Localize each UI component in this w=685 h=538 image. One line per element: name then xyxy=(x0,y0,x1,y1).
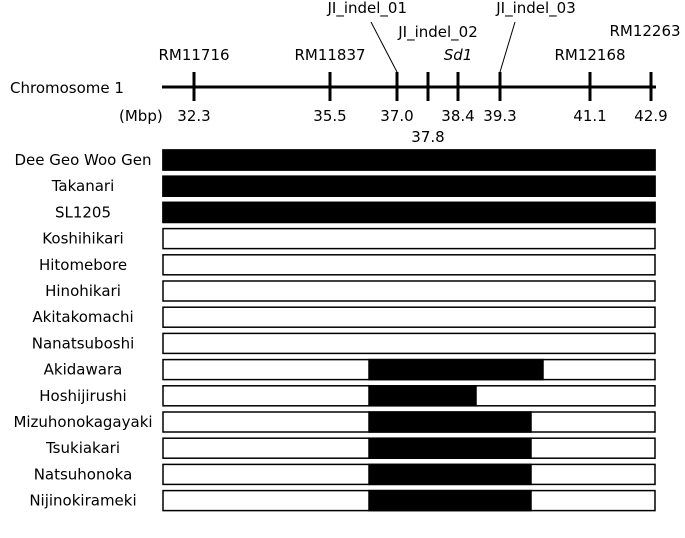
position-unit-label: (Mbp) xyxy=(119,107,163,125)
genotype-bar xyxy=(162,254,656,276)
variety-label: SL1205 xyxy=(55,203,111,221)
indica-segment xyxy=(368,385,477,407)
marker-label: JI_indel_02 xyxy=(397,23,478,42)
variety-label: Hinohikari xyxy=(45,282,121,300)
variety-label: Nanatsuboshi xyxy=(32,334,135,352)
marker-position-label: 35.5 xyxy=(313,107,346,125)
genotype-bar xyxy=(162,332,656,355)
indica-segment xyxy=(368,463,532,486)
variety-label: Nijinokirameki xyxy=(29,492,136,510)
variety-row: SL1205 xyxy=(55,201,656,224)
variety-row: Hinohikari xyxy=(45,280,656,302)
variety-row: Koshihikari xyxy=(42,227,656,250)
marker-label: RM11837 xyxy=(294,46,365,64)
variety-row: Natsuhonoka xyxy=(34,463,656,486)
variety-row: Nanatsuboshi xyxy=(32,332,656,355)
chromosome-label: Chromosome 1 xyxy=(10,79,124,97)
variety-row: Hoshijirushi xyxy=(39,385,656,407)
variety-label: Akitakomachi xyxy=(32,308,133,326)
marker-leader-line xyxy=(370,21,398,73)
variety-row: Dee Geo Woo Gen xyxy=(14,149,656,171)
variety-label: Hoshijirushi xyxy=(39,387,126,405)
marker-position-label: 39.3 xyxy=(483,107,516,125)
variety-label: Mizuhonokagayaki xyxy=(13,413,152,431)
indica-segment xyxy=(368,411,532,433)
marker-position-label: 38.4 xyxy=(441,107,474,125)
variety-row: Takanari xyxy=(51,175,656,197)
variety-row: Akitakomachi xyxy=(32,306,656,328)
indica-segment xyxy=(368,437,532,459)
variety-row: Nijinokirameki xyxy=(29,489,656,512)
variety-label: Tsukiakari xyxy=(45,439,120,457)
genotype-bar xyxy=(162,306,656,328)
marker-label: Sd1 xyxy=(444,46,473,64)
variety-label: Natsuhonoka xyxy=(34,465,133,483)
genotype-bar xyxy=(162,227,656,250)
marker-position-label: 42.9 xyxy=(634,107,667,125)
marker-label: JI_indel_01 xyxy=(326,0,407,18)
variety-label: Dee Geo Woo Gen xyxy=(14,151,151,169)
variety-row: Akidawara xyxy=(44,358,656,381)
marker-label: RM11716 xyxy=(158,46,229,64)
variety-label: Hitomebore xyxy=(39,256,127,274)
variety-row: Tsukiakari xyxy=(45,437,656,459)
indica-segment xyxy=(162,175,656,197)
marker-position-label: 41.1 xyxy=(573,107,606,125)
indica-segment xyxy=(162,201,656,224)
indica-segment xyxy=(368,358,544,381)
variety-label: Akidawara xyxy=(44,361,123,379)
marker-position-label: 37.0 xyxy=(380,107,413,125)
variety-label: Takanari xyxy=(51,177,115,195)
marker-label: RM12263 xyxy=(609,22,680,40)
marker-label: RM12168 xyxy=(554,46,625,64)
variety-label: Koshihikari xyxy=(42,230,123,248)
marker-leader-line xyxy=(499,21,516,73)
genotype-bar xyxy=(162,280,656,302)
marker-position-label: 32.3 xyxy=(177,107,210,125)
variety-row: Mizuhonokagayaki xyxy=(13,411,656,433)
marker-layer: RM11716 32.3 RM11837 35.5 JI_indel_01 37.0 JI_… xyxy=(158,0,680,146)
indica-segment xyxy=(368,489,532,512)
marker-position-label: 37.8 xyxy=(411,128,444,146)
indica-segment xyxy=(162,149,656,171)
marker-label: JI_indel_03 xyxy=(495,0,576,18)
variety-rows: Dee Geo Woo Gen Takanari SL1205 Koshihikari… xyxy=(13,149,656,512)
variety-row: Hitomebore xyxy=(39,254,656,276)
